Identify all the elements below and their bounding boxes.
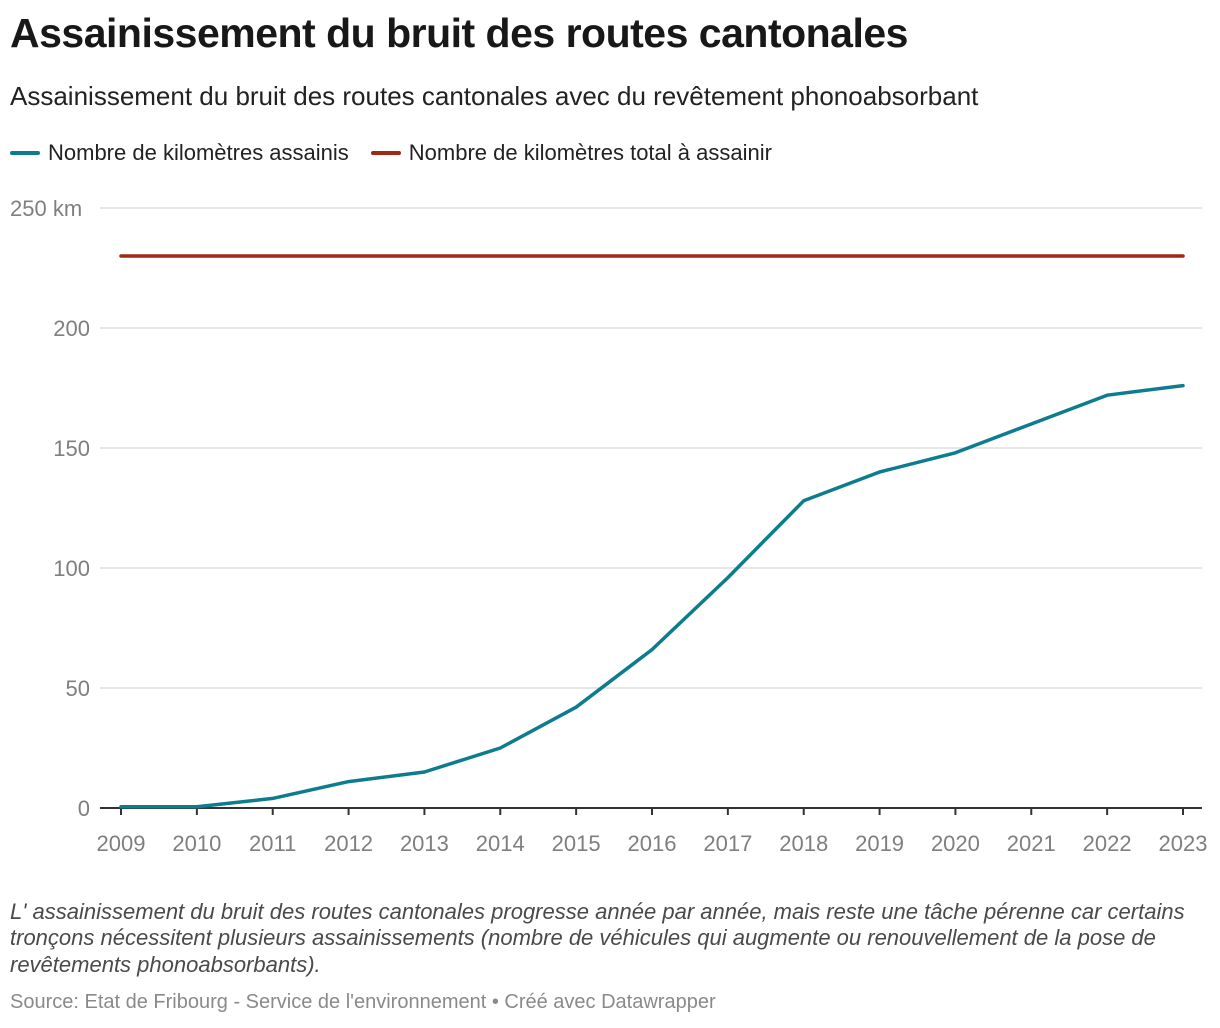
legend-item-assainis: Nombre de kilomètres assainis [10,140,349,166]
x-tick-label-2010: 2010 [172,831,221,856]
x-tick-label-2019: 2019 [855,831,904,856]
series-line-assainis [119,383,1185,809]
legend: Nombre de kilomètres assainis Nombre de … [10,140,794,166]
x-axis: 2009 2010 2011 2012 2013 2014 2015 2016 2017 2018… [97,807,1208,856]
y-tick-label-100: 100 [53,556,90,581]
x-tick-label-2020: 2020 [931,831,980,856]
y-tick-label-150: 150 [53,436,90,461]
y-tick-label-0: 0 [78,796,90,821]
legend-swatch-total [370,151,401,155]
x-tick-label-2023: 2023 [1159,831,1208,856]
legend-swatch-assainis [10,151,40,155]
y-tick-label-200: 200 [53,316,90,341]
x-tick-label-2013: 2013 [400,831,449,856]
x-tick-label-2014: 2014 [476,831,525,856]
legend-item-total: Nombre de kilomètres total à assainir [370,140,772,166]
x-tick-label-2021: 2021 [1007,831,1056,856]
x-tick-label-2011: 2011 [249,831,296,856]
chart-title: Assainissement du bruit des routes canto… [10,10,908,56]
series-lines [119,254,1185,809]
x-tick-label-2022: 2022 [1083,831,1132,856]
grid-lines [100,207,1202,689]
x-tick-label-2016: 2016 [628,831,677,856]
legend-label-total: Nombre de kilomètres total à assainir [408,140,772,165]
legend-label-assainis: Nombre de kilomètres assainis [48,140,349,165]
chart-subtitle: Assainissement du bruit des routes canto… [10,81,979,111]
chart-note: L' assainissement du bruit des routes ca… [10,899,1185,977]
y-tick-label-50: 50 [66,676,90,701]
x-tick-label-2018: 2018 [779,831,828,856]
x-tick-label-2009: 2009 [97,831,146,856]
y-tick-label-250: 250 km [10,196,82,221]
x-tick-label-2015: 2015 [552,831,601,856]
chart-source: Source: Etat de Fribourg - Service de l'… [10,991,716,1013]
y-axis-tick-labels: 0 50 100 150 200 250 km [10,196,90,821]
x-tick-label-2012: 2012 [324,831,373,856]
x-tick-label-2017: 2017 [703,831,752,856]
